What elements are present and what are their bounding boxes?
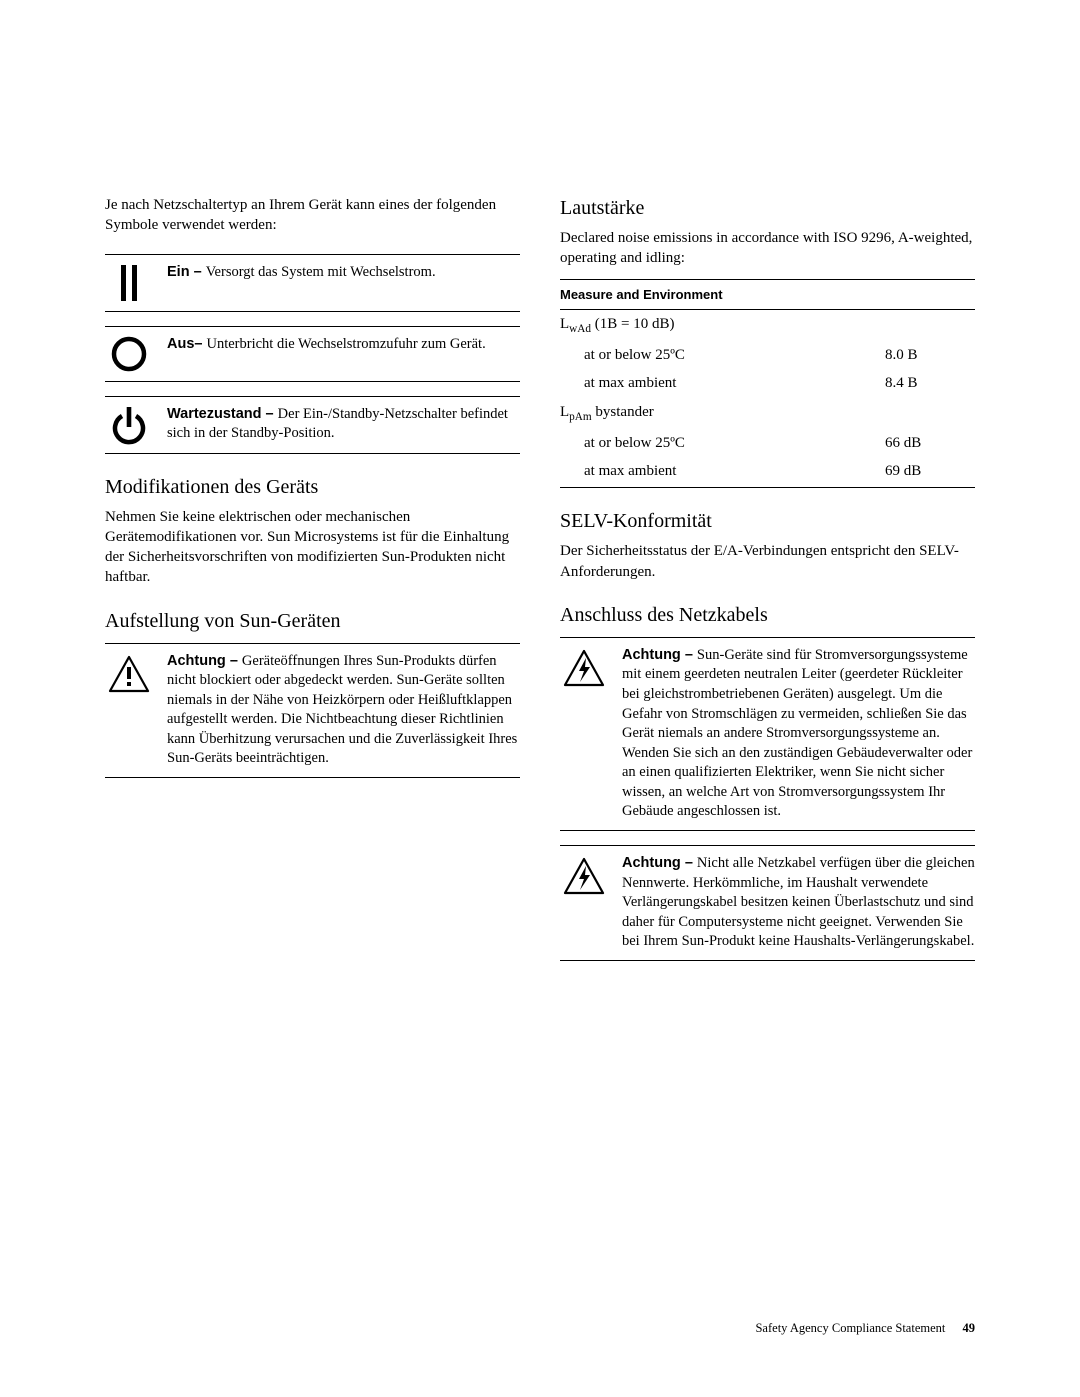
standby-icon [105, 405, 153, 445]
noise-r5-val: 66 dB [885, 429, 975, 457]
noise-th: Measure and Environment [560, 279, 975, 310]
standby-text: Wartezustand – Der Ein-/Standby-Netz­sch… [167, 405, 520, 444]
caution-power-1: Achtung – Sun-Geräte sind für Stromverso… [560, 637, 975, 831]
electric-warning-icon [560, 646, 608, 822]
electric-warning-icon [560, 854, 608, 952]
mod-body: Nehmen Sie keine elektrischen oder mecha… [105, 507, 520, 588]
noise-r5-label: at or below 25ºC [560, 429, 885, 457]
caution-placement-text: Achtung – Geräteöffnungen Ihres Sun-Prod… [167, 652, 520, 769]
noise-r3-val: 8.4 B [885, 369, 975, 397]
symbol-row-off: Aus– Unterbricht die Wechselstromzufuhr … [105, 326, 520, 382]
footer-page: 49 [963, 1321, 976, 1335]
page-footer: Safety Agency Compliance Statement 49 [755, 1320, 975, 1337]
caution-placement: Achtung – Geräteöffnungen Ihres Sun-Prod… [105, 643, 520, 778]
caution-power-1-label: Achtung – [622, 647, 697, 663]
caution-power-1-text: Achtung – Sun-Geräte sind für Stromverso… [622, 646, 975, 822]
noise-r1: LwAd (1B = 10 dB) [560, 310, 975, 342]
selv-body: Der Sicherheitsstatus der E/A-Verbindung… [560, 541, 975, 582]
right-column: Lautstärke Declared noise emissions in a… [560, 195, 975, 975]
noise-table: Measure and Environment LwAd (1B = 10 dB… [560, 279, 975, 489]
content-columns: Je nach Netzschaltertyp an Ihrem Gerät k… [105, 195, 975, 975]
off-text: Aus– Unterbricht die Wechselstromzufuhr … [167, 335, 520, 355]
standby-label: Wartezustand – [167, 406, 278, 422]
mod-heading: Modifikationen des Geräts [105, 474, 520, 501]
caution-placement-body: Geräteöffnungen Ihres Sun-Produkts dürfe… [167, 653, 517, 767]
on-icon [105, 263, 153, 303]
symbol-row-on: Ein – Versorgt das System mit Wechselstr… [105, 254, 520, 312]
on-desc: Versorgt das System mit Wechselstrom. [206, 264, 436, 280]
off-desc: Unterbricht die Wechselstromzufuhr zum G… [207, 336, 486, 352]
noise-r4: LpAm bystander [560, 398, 975, 429]
intro-text: Je nach Netzschaltertyp an Ihrem Gerät k… [105, 195, 520, 236]
caution-power-2-label: Achtung – [622, 855, 697, 871]
on-label: Ein – [167, 264, 206, 280]
left-column: Je nach Netzschaltertyp an Ihrem Gerät k… [105, 195, 520, 975]
noise-r6-val: 69 dB [885, 457, 975, 488]
noise-heading: Lautstärke [560, 195, 975, 222]
noise-r2-val: 8.0 B [885, 341, 975, 369]
noise-body: Declared noise emissions in accordance w… [560, 228, 975, 269]
off-label: Aus– [167, 336, 207, 352]
power-heading: Anschluss des Netzkabels [560, 602, 975, 629]
caution-placement-label: Achtung – [167, 653, 242, 669]
warning-icon [105, 652, 153, 769]
selv-heading: SELV-Konformität [560, 508, 975, 535]
caution-power-2-text: Achtung – Nicht alle Netzkabel verfügen … [622, 854, 975, 952]
noise-r6-label: at max ambient [560, 457, 885, 488]
caution-power-1-body: Sun-Geräte sind für Stromversorgungssyst… [622, 647, 972, 820]
on-text: Ein – Versorgt das System mit Wechselstr… [167, 263, 520, 283]
off-icon [105, 335, 153, 373]
symbol-row-standby: Wartezustand – Der Ein-/Standby-Netz­sch… [105, 396, 520, 454]
noise-r3-label: at max ambient [560, 369, 885, 397]
footer-title: Safety Agency Compliance Statement [755, 1321, 945, 1335]
caution-power-2: Achtung – Nicht alle Netzkabel verfügen … [560, 845, 975, 961]
placement-heading: Aufstellung von Sun-Geräten [105, 608, 520, 635]
noise-r2-label: at or below 25ºC [560, 341, 885, 369]
